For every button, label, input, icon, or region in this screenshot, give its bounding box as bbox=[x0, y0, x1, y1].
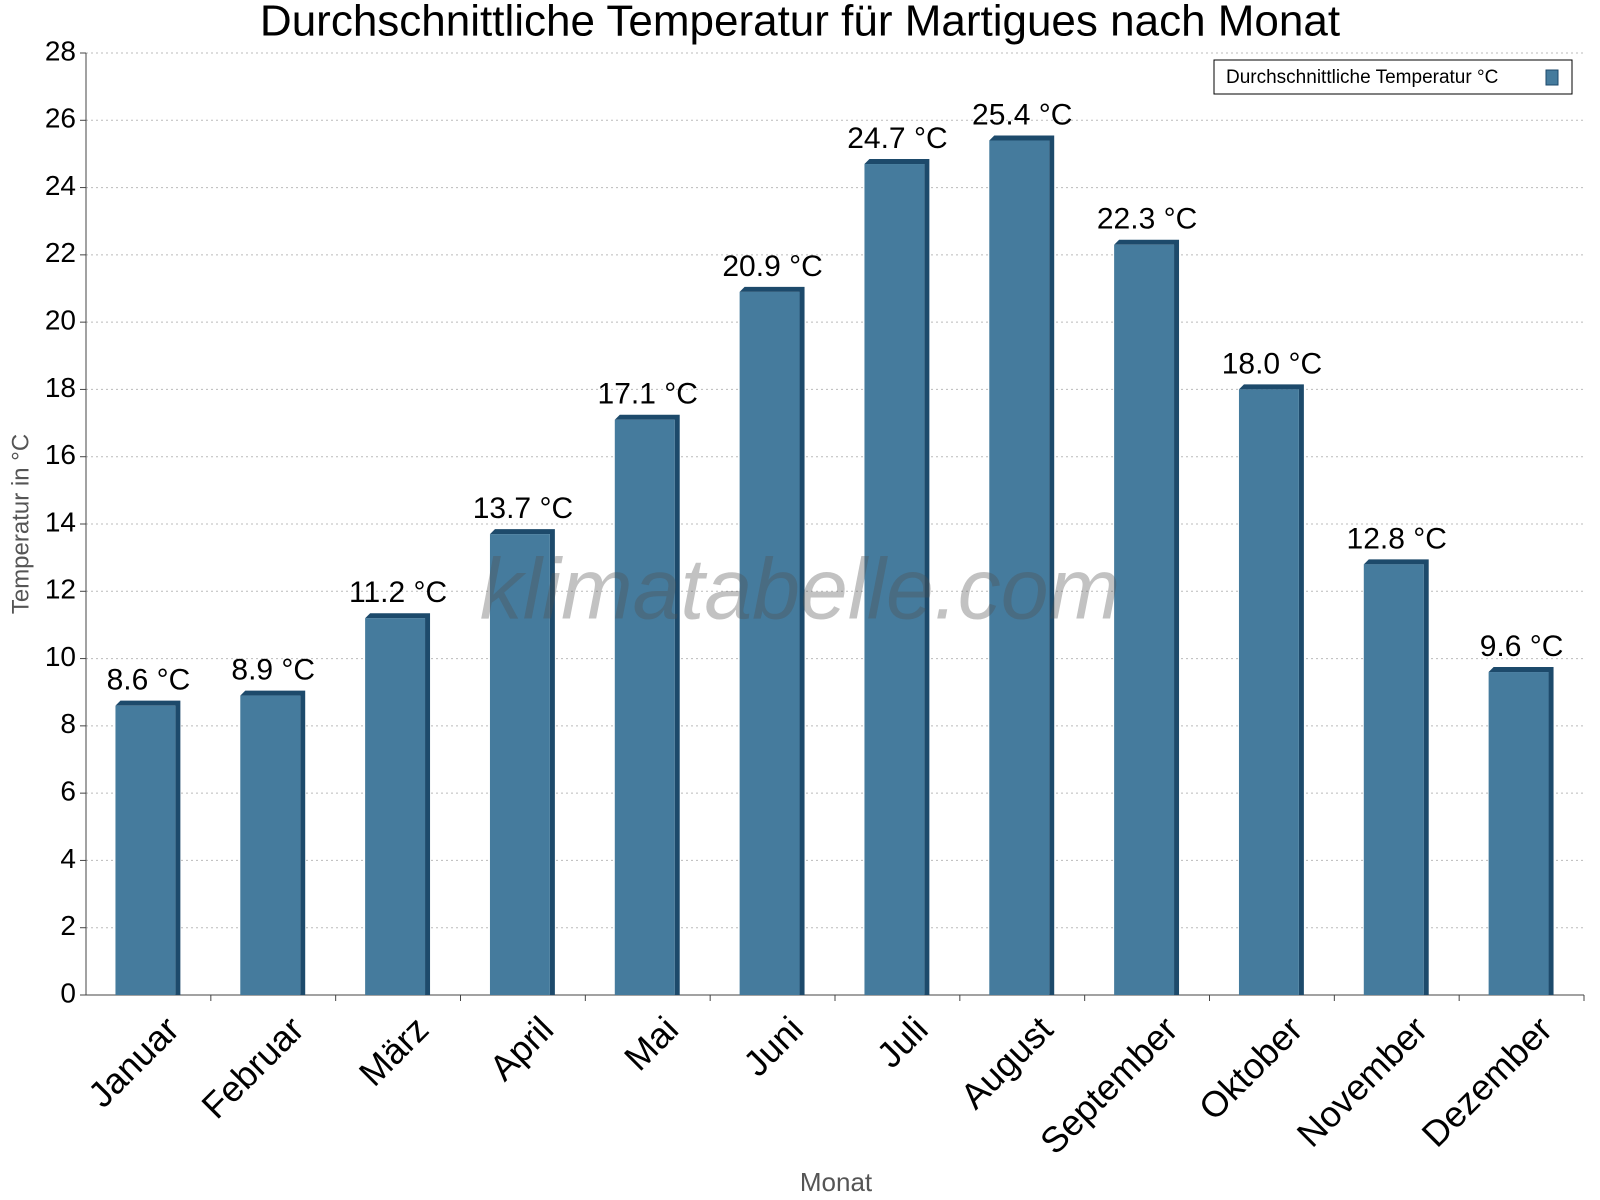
bar bbox=[739, 291, 800, 996]
bar bbox=[864, 164, 925, 995]
data-label: 22.3 °C bbox=[1097, 203, 1197, 236]
bar bbox=[240, 695, 301, 995]
bar bbox=[1363, 564, 1424, 995]
y-tick-label: 24 bbox=[45, 170, 76, 201]
x-tick-label: Oktober bbox=[1191, 1008, 1311, 1128]
x-tick-label: Dezember bbox=[1413, 1008, 1559, 1154]
x-tick-label: Juli bbox=[869, 1008, 936, 1075]
y-tick-label: 12 bbox=[45, 574, 76, 605]
y-tick-label: 6 bbox=[60, 776, 76, 807]
x-tick-label: November bbox=[1289, 1008, 1435, 1154]
bar bbox=[1488, 672, 1549, 995]
bar bbox=[365, 618, 426, 995]
x-tick-label: August bbox=[952, 1008, 1060, 1116]
legend: Durchschnittliche Temperatur °C bbox=[1213, 59, 1573, 95]
y-tick-label: 8 bbox=[60, 708, 76, 739]
data-label: 9.6 °C bbox=[1480, 630, 1564, 663]
x-tick-label: Mai bbox=[616, 1008, 686, 1078]
bar bbox=[989, 140, 1050, 995]
x-tick-label: Juni bbox=[735, 1008, 811, 1084]
y-tick-label: 22 bbox=[45, 237, 76, 268]
data-label: 18.0 °C bbox=[1222, 347, 1322, 380]
y-tick-label: 4 bbox=[60, 843, 76, 874]
bar bbox=[489, 534, 550, 995]
data-label: 20.9 °C bbox=[722, 250, 822, 283]
x-tick-label: April bbox=[481, 1008, 561, 1088]
data-label: 25.4 °C bbox=[972, 98, 1072, 131]
y-tick-label: 28 bbox=[45, 35, 76, 66]
bar bbox=[1238, 389, 1299, 995]
data-label: 12.8 °C bbox=[1347, 522, 1447, 555]
legend-box bbox=[1213, 59, 1573, 95]
data-label: 17.1 °C bbox=[598, 378, 698, 411]
y-axis-label: Temperatur in °C bbox=[7, 434, 34, 614]
y-tick-label: 0 bbox=[60, 977, 76, 1008]
watermark: klimatabelle.com bbox=[480, 542, 1120, 638]
x-tick-label: September bbox=[1032, 1008, 1186, 1162]
y-tick-label: 26 bbox=[45, 103, 76, 134]
x-tick-label: Januar bbox=[80, 1008, 187, 1115]
chart-title: Durchschnittliche Temperatur für Martigu… bbox=[260, 0, 1340, 46]
y-tick-label: 18 bbox=[45, 372, 76, 403]
legend-swatch bbox=[1545, 69, 1559, 86]
bar bbox=[1114, 244, 1175, 995]
y-tick-label: 16 bbox=[45, 439, 76, 470]
y-tick-label: 2 bbox=[60, 910, 76, 941]
y-tick-label: 10 bbox=[45, 641, 76, 672]
data-label: 8.6 °C bbox=[107, 664, 191, 697]
x-tick-label: März bbox=[351, 1008, 437, 1094]
data-label: 11.2 °C bbox=[349, 576, 447, 609]
legend-label: Durchschnittliche Temperatur °C bbox=[1226, 67, 1498, 88]
bar bbox=[614, 419, 675, 995]
data-label: 24.7 °C bbox=[847, 122, 947, 155]
y-tick-label: 14 bbox=[45, 506, 76, 537]
data-label: 13.7 °C bbox=[473, 492, 573, 525]
x-axis-label: Monat bbox=[800, 1167, 873, 1197]
data-label: 8.9 °C bbox=[231, 654, 315, 687]
x-tick-label: Februar bbox=[193, 1008, 311, 1126]
bar bbox=[115, 705, 176, 995]
y-tick-label: 20 bbox=[45, 305, 76, 336]
